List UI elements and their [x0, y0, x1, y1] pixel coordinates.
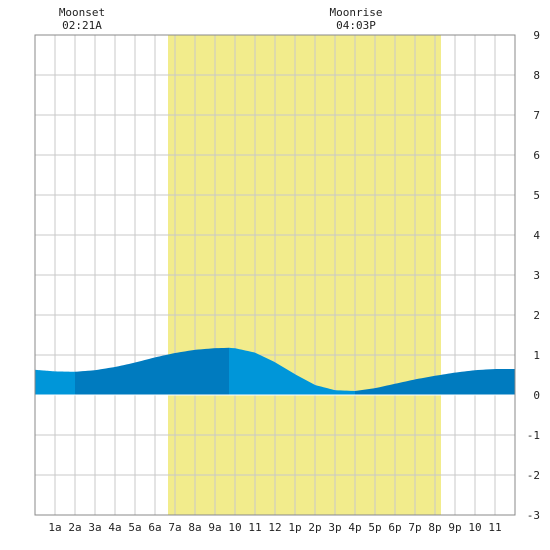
x-tick-label: 11 [488, 521, 501, 534]
x-tick-label: 4a [108, 521, 121, 534]
x-tick-label: 1a [48, 521, 61, 534]
x-tick-label: 9p [448, 521, 461, 534]
x-tick-label: 4p [348, 521, 361, 534]
x-tick-label: 6a [148, 521, 161, 534]
plot-frame [34, 34, 516, 516]
y-tick-label: 5 [533, 189, 540, 202]
y-tick-label: 6 [533, 149, 540, 162]
y-tick-label: 8 [533, 69, 540, 82]
x-tick-label: 6p [388, 521, 401, 534]
x-tick-label: 7a [168, 521, 181, 534]
x-tick-label: 12 [268, 521, 281, 534]
x-tick-label: 10 [468, 521, 481, 534]
y-tick-label: 7 [533, 109, 540, 122]
y-tick-label: 3 [533, 269, 540, 282]
x-tick-label: 2p [308, 521, 321, 534]
moon-event-time: 04:03P [336, 19, 376, 32]
y-tick-label: 1 [533, 349, 540, 362]
x-tick-label: 11 [248, 521, 261, 534]
tide-area-segment-2 [75, 347, 229, 395]
x-tick-label: 8p [428, 521, 441, 534]
y-tick-label: 9 [533, 29, 540, 42]
y-tick-label: -3 [527, 509, 540, 522]
x-tick-label: 5p [368, 521, 381, 534]
x-tick-label: 7p [408, 521, 421, 534]
moon-event-label: Moonrise [330, 6, 383, 19]
x-tick-label: 3a [88, 521, 101, 534]
x-tick-label: 1p [288, 521, 301, 534]
y-tick-label: 4 [533, 229, 540, 242]
y-tick-label: 2 [533, 309, 540, 322]
tide-area-segment-1 [35, 369, 75, 395]
moon-event-label: Moonset [59, 6, 105, 19]
y-tick-label: -2 [527, 469, 540, 482]
y-tick-label: -1 [527, 429, 540, 442]
x-tick-label: 2a [68, 521, 81, 534]
y-tick-label: 0 [533, 389, 540, 402]
x-tick-label: 9a [208, 521, 221, 534]
moon-event-time: 02:21A [62, 19, 102, 32]
tide-area-segment-3 [229, 347, 355, 395]
x-tick-label: 5a [128, 521, 141, 534]
x-tick-label: 8a [188, 521, 201, 534]
x-tick-label: 3p [328, 521, 341, 534]
x-tick-label: 10 [228, 521, 241, 534]
tide-area-segment-4 [355, 369, 515, 395]
